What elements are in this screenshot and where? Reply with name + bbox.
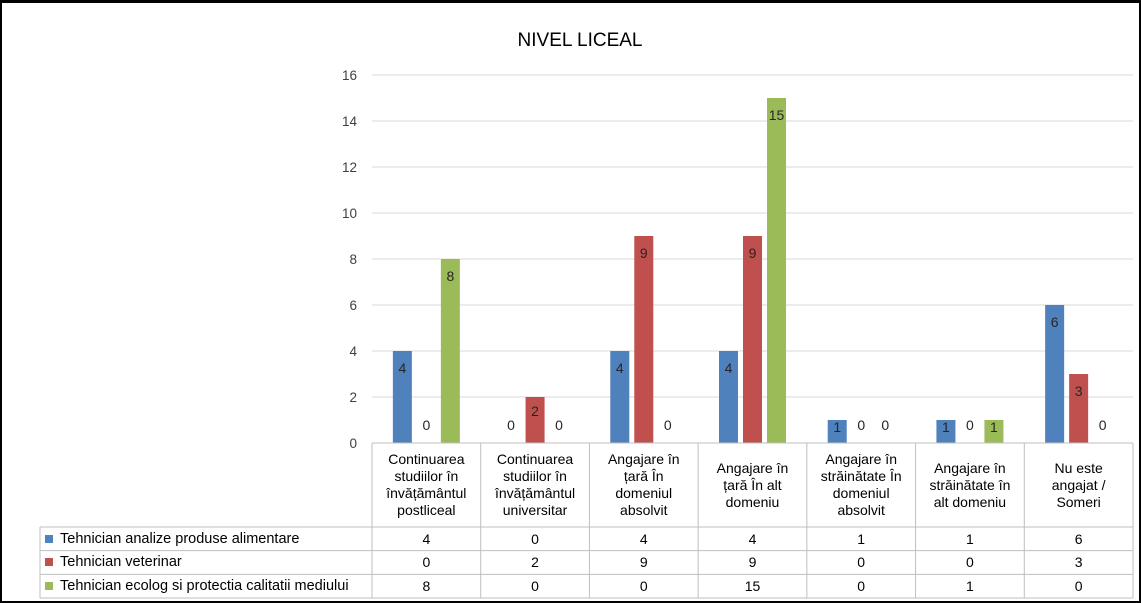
y-tick-label: 4 (349, 344, 357, 359)
table-cell: 4 (748, 530, 757, 547)
table-cell: 0 (639, 578, 648, 595)
table-cell: 15 (744, 578, 761, 595)
bar (743, 236, 762, 443)
bar (1069, 374, 1089, 443)
table-cell: 4 (422, 530, 431, 547)
legend-swatch (45, 534, 53, 543)
data-label: 0 (664, 417, 672, 433)
legend-label: Tehnician ecolog si protectia calitatii … (60, 578, 349, 595)
data-label: 0 (422, 417, 430, 433)
data-label: 0 (1099, 417, 1107, 433)
data-label: 1 (833, 419, 841, 435)
table-cell: 8 (422, 578, 431, 595)
data-label: 0 (881, 417, 889, 433)
bar (392, 351, 412, 443)
data-label: 0 (857, 417, 865, 433)
data-label: 0 (507, 417, 515, 433)
data-label: 9 (749, 245, 757, 261)
table-cell: 2 (531, 554, 539, 571)
table-cell: 4 (639, 530, 648, 547)
legend-swatch (45, 582, 53, 591)
category-label: Continuarea studiilor în învățământul un… (494, 451, 576, 518)
bar (634, 236, 654, 443)
category-label: Angajare în țară În alt domeniu (716, 459, 789, 510)
bar (719, 351, 738, 443)
legend-key: Tehnician ecolog si protectia calitatii … (40, 574, 372, 598)
table-header-cell: Nu este angajat / Someri (1024, 443, 1133, 527)
y-tick-label: 0 (349, 436, 357, 451)
table-cell: 9 (639, 554, 648, 571)
table-cell: 0 (531, 578, 539, 595)
table-cell: 1 (966, 578, 974, 595)
table-header-cell: Angajare în străinătate în alt domeniu (916, 443, 1025, 527)
data-label: 8 (446, 268, 454, 284)
chart-title: NIVEL LICEAL (517, 30, 643, 51)
category-label: Nu este angajat / Someri (1051, 459, 1106, 510)
data-label: 6 (1051, 314, 1059, 330)
table-cell: 6 (1074, 530, 1083, 547)
table-cell: 9 (748, 554, 757, 571)
y-tick-label: 6 (349, 298, 357, 313)
data-label: 3 (1075, 383, 1083, 399)
table-header-cell: Angajare în străinătate În domeniul abso… (807, 443, 916, 527)
bar (827, 420, 847, 443)
bar (440, 259, 460, 443)
table-cell: 0 (857, 554, 866, 571)
table-header-cell: Continuarea studiilor în învățământul po… (372, 443, 481, 527)
data-label: 4 (616, 360, 624, 376)
y-tick-label: 12 (342, 160, 357, 175)
bar (984, 420, 1004, 443)
table-cell: 0 (531, 530, 539, 547)
legend-label: Tehnician analize produse alimentare (60, 530, 300, 547)
table-cell: 0 (966, 554, 974, 571)
table-header-cell: Angajare în țară În alt domeniu (698, 443, 807, 527)
table-header-cell: Angajare în țară În domeniul absolvit (589, 443, 698, 527)
data-label: 4 (725, 360, 733, 376)
bar (610, 351, 630, 443)
data-label: 1 (942, 419, 950, 435)
data-label: 2 (531, 403, 539, 419)
table-cell: 0 (1074, 578, 1083, 595)
data-label: 9 (640, 245, 648, 261)
table-cell: 1 (966, 530, 974, 547)
category-label: Angajare în străinătate în alt domeniu (929, 459, 1011, 510)
data-label: 15 (769, 107, 785, 123)
table-cell: 1 (857, 530, 866, 547)
y-tick-label: 2 (349, 390, 357, 405)
y-tick-label: 16 (342, 68, 357, 83)
legend-key: Tehnician analize produse alimentare (40, 527, 372, 551)
category-label: Continuarea studiilor în învățământul po… (386, 451, 467, 518)
bar (525, 397, 545, 443)
table-cell: 3 (1074, 554, 1083, 571)
category-label: Angajare în străinătate În domeniul abso… (820, 451, 902, 518)
y-tick-label: 10 (342, 206, 357, 221)
data-label: 4 (398, 360, 406, 376)
y-tick-label: 8 (349, 252, 357, 267)
legend-swatch (45, 558, 53, 567)
category-label: Angajare în țară În domeniul absolvit (607, 451, 680, 518)
data-label: 0 (966, 417, 974, 433)
y-tick-label: 14 (342, 114, 358, 129)
legend-key: Tehnician veterinar (40, 551, 372, 575)
data-label: 0 (555, 417, 563, 433)
table-cell: 0 (422, 554, 431, 571)
bar (1045, 305, 1065, 443)
legend-label: Tehnician veterinar (60, 554, 182, 571)
data-label: 1 (990, 419, 998, 435)
table-cell: 0 (857, 578, 866, 595)
bar (936, 420, 956, 443)
table-header-cell: Continuarea studiilor în învățământul un… (481, 443, 590, 527)
bar (767, 98, 786, 443)
